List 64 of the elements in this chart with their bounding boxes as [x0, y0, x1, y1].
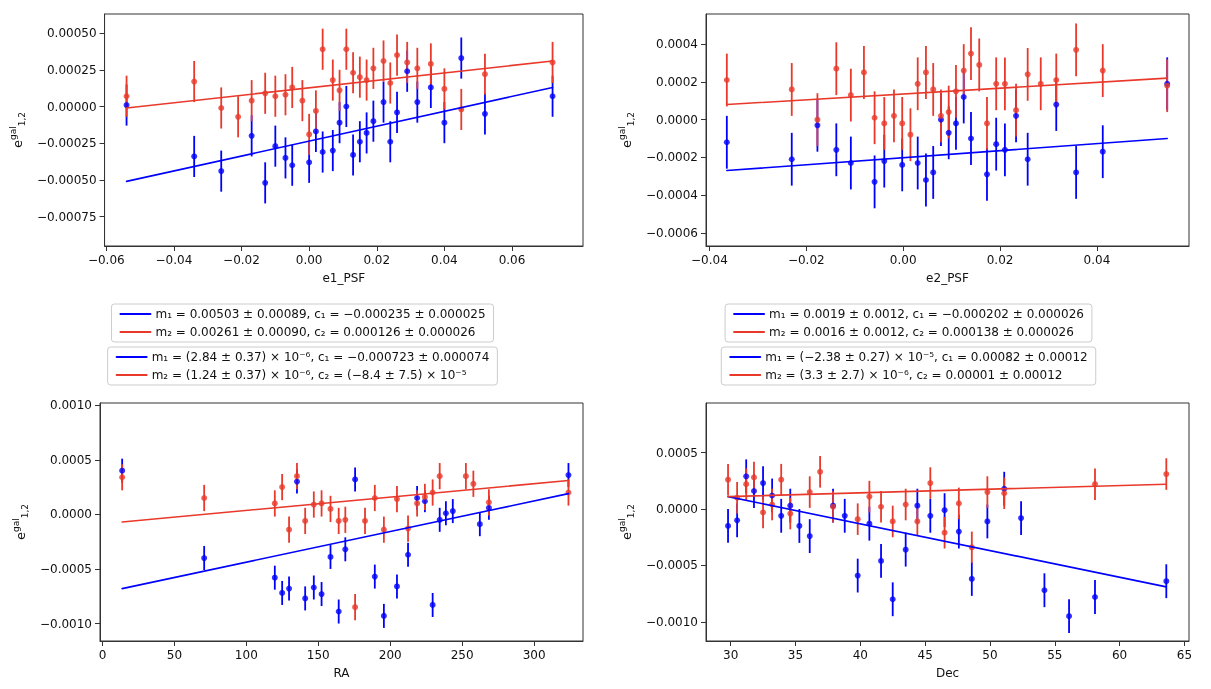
- x-tick-label: 200: [378, 648, 402, 662]
- x-tick-label: 65: [1176, 648, 1193, 662]
- x-tick-label: 150: [306, 648, 330, 662]
- x-axis-title: e1_PSF: [322, 271, 366, 285]
- x-tick-label: 0.04: [1083, 253, 1111, 267]
- x-tick-label: 0.02: [363, 253, 391, 267]
- legend-label: m₂ = (1.24 ± 0.37) × 10⁻⁶, c₂ = (−8.4 ± 7.5) × 10⁻⁵: [151, 368, 467, 382]
- x-tick-label: 50: [166, 648, 183, 662]
- y-tick-label: 0.0002: [656, 74, 698, 89]
- y-tick-label: 0.0005: [50, 452, 92, 467]
- x-tick-label: 60: [1111, 648, 1128, 662]
- y-tick-label: 0.0005: [656, 445, 698, 460]
- y-tick-label: −0.00025: [36, 136, 97, 151]
- y-axis-title: egal1,2: [616, 503, 636, 541]
- x-tick-label: −0.02: [223, 253, 260, 267]
- x-tick-label: −0.04: [691, 253, 728, 267]
- y-tick-label: 0.0010: [50, 398, 92, 413]
- x-tick-label: 250: [450, 648, 474, 662]
- y-tick-label: −0.0002: [645, 150, 698, 165]
- y-tick-label: 0.0000: [656, 502, 698, 517]
- x-tick-label: 0.04: [431, 253, 458, 267]
- x-tick-label: 300: [522, 648, 546, 662]
- y-tick-label: 0.00050: [46, 26, 97, 41]
- y-tick-label: −0.0010: [39, 616, 92, 631]
- x-tick-label: −0.04: [155, 253, 193, 267]
- legend-label: m₂ = (3.3 ± 2.7) × 10⁻⁶, c₂ = 0.00001 ± 0.00012: [765, 368, 1063, 382]
- x-tick-label: 100: [234, 648, 258, 662]
- y-tick-label: 0.0000: [50, 507, 92, 522]
- legend-label: m₁ = 0.00503 ± 0.00089, c₁ = −0.000235 ± 0.000025: [155, 307, 486, 321]
- y-axis-title: egal1,2: [7, 111, 27, 149]
- x-axis-title: Dec: [935, 666, 960, 680]
- x-tick-label: −0.02: [787, 253, 825, 267]
- legend-label: m₂ = 0.0016 ± 0.0012, c₂ = 0.000138 ± 0.000026: [769, 325, 1074, 339]
- y-tick-label: −0.0006: [645, 225, 698, 240]
- y-tick-label: −0.00050: [36, 172, 97, 187]
- x-tick-label: 55: [1047, 648, 1063, 662]
- legend-label: m₂ = 0.00261 ± 0.00090, c₂ = 0.000126 ± 0.000026: [155, 325, 476, 339]
- y-tick-label: 0.00000: [46, 99, 97, 114]
- x-tick-label: 0.00: [295, 253, 323, 267]
- legend-label: m₁ = (2.84 ± 0.37) × 10⁻⁶, c₁ = −0.000723 ± 0.000074: [151, 350, 490, 364]
- legend-label: m₁ = (−2.38 ± 0.27) × 10⁻⁵, c₁ = 0.00082 ± 0.00012: [765, 350, 1088, 364]
- y-axis-title: egal1,2: [616, 111, 636, 149]
- x-tick-label: −0.06: [87, 253, 125, 267]
- y-tick-label: −0.0004: [645, 188, 698, 203]
- y-tick-label: 0.0004: [656, 37, 698, 52]
- x-tick-label: 0.06: [498, 253, 526, 267]
- y-axis-title: egal1,2: [10, 503, 30, 541]
- x-tick-label: 40: [852, 648, 868, 662]
- y-tick-label: 0.00025: [46, 62, 97, 77]
- x-tick-label: 45: [917, 648, 933, 662]
- x-tick-label: 0.02: [986, 253, 1014, 267]
- legend-label: m₁ = 0.0019 ± 0.0012, c₁ = −0.000202 ± 0.000026: [769, 307, 1084, 321]
- y-tick-label: −0.0005: [645, 558, 698, 573]
- x-tick-label: 0: [98, 648, 107, 662]
- y-tick-label: −0.0005: [39, 561, 92, 576]
- x-tick-label: 0.00: [889, 253, 917, 267]
- y-tick-label: −0.0010: [645, 614, 698, 629]
- x-tick-label: 30: [723, 648, 739, 662]
- y-tick-label: 0.0000: [656, 112, 698, 127]
- x-axis-title: e2_PSF: [926, 271, 969, 285]
- x-tick-label: 35: [787, 648, 804, 662]
- y-tick-label: −0.00075: [36, 209, 97, 224]
- x-axis-title: RA: [333, 666, 351, 680]
- x-tick-label: 50: [982, 648, 998, 662]
